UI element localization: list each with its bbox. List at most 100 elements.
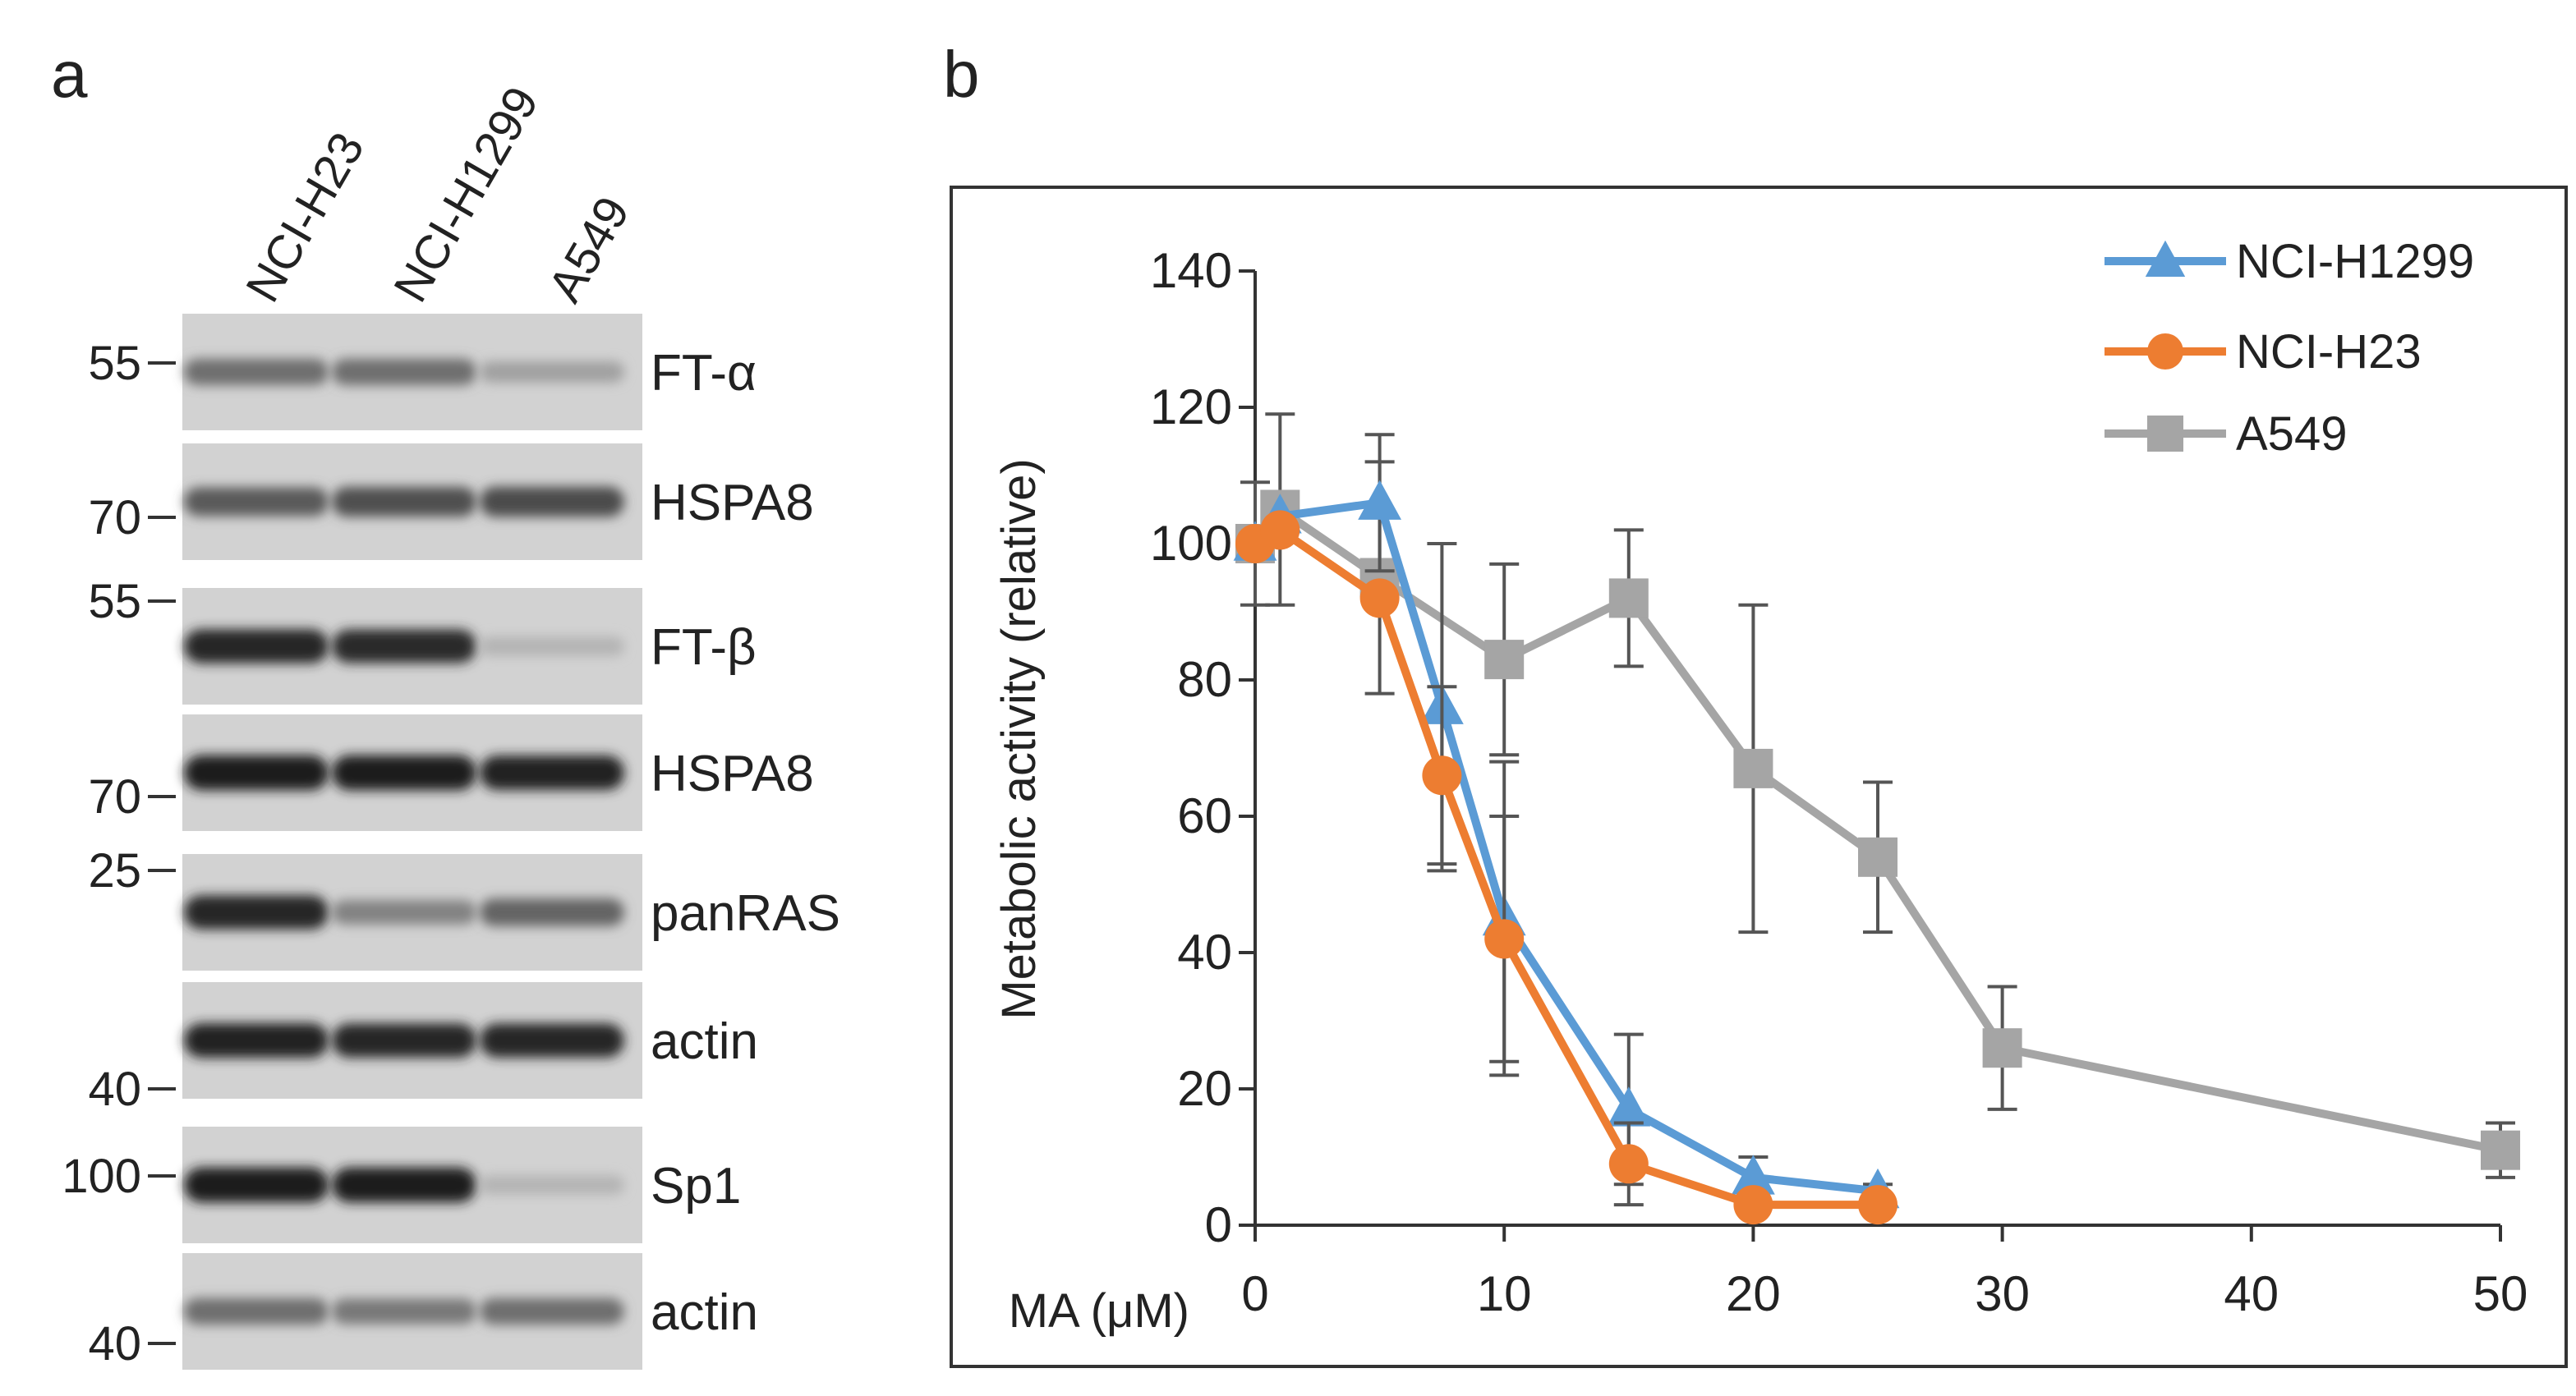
protein-label: HSPA8: [651, 746, 814, 802]
band: [332, 1167, 476, 1203]
chart-axes: 0 20 40 60 80 100 120 140 0 10 20 30 40 50: [1150, 243, 2528, 1321]
x-tick-label: 30: [1975, 1266, 2030, 1321]
band: [480, 898, 624, 926]
protein-label: actin: [651, 1013, 758, 1070]
legend-marker: [2147, 333, 2183, 370]
blot-strip: HSPA8 70: [88, 443, 814, 560]
series-line: [1253, 526, 1878, 1210]
panel-label-a: a: [51, 38, 88, 111]
panel-label-b: b: [943, 38, 980, 111]
marker-label: 40: [88, 1317, 141, 1371]
data-point: [1422, 755, 1462, 796]
protein-label: FT-α: [651, 345, 757, 402]
x-tick-label: 50: [2473, 1266, 2528, 1321]
legend-label: NCI-H23: [2236, 325, 2422, 379]
band: [184, 1023, 329, 1058]
data-point: [1260, 510, 1300, 550]
y-tick-label: 140: [1150, 243, 1232, 298]
legend-label: A549: [2236, 407, 2347, 461]
data-point: [1484, 919, 1525, 959]
band: [332, 900, 476, 925]
blot-strip: panRAS 25: [88, 844, 840, 971]
band: [332, 1023, 476, 1058]
band: [480, 755, 624, 790]
band: [480, 1023, 624, 1058]
protein-label: Sp1: [651, 1158, 741, 1215]
lane-label: A549: [538, 188, 640, 311]
band: [184, 629, 329, 664]
marker-label: 55: [88, 575, 141, 628]
data-point: [1608, 578, 1649, 618]
band: [184, 895, 329, 930]
x-axis-label: MA (μM): [1009, 1284, 1189, 1338]
lane-label: NCI-H23: [236, 124, 375, 311]
blot-strip: FT-β 55: [88, 575, 757, 705]
marker-label: 25: [88, 844, 141, 898]
legend-label: NCI-H1299: [2236, 235, 2474, 288]
band: [332, 755, 476, 791]
band: [480, 486, 624, 517]
blot-strip: FT-α 55: [88, 314, 757, 430]
y-tick-label: 120: [1150, 379, 1232, 434]
band: [184, 1297, 329, 1325]
data-point: [1484, 640, 1525, 680]
protein-label: FT-β: [651, 619, 757, 676]
marker-label: 70: [88, 491, 141, 544]
data-point: [1359, 578, 1400, 618]
marker-label: 55: [88, 337, 141, 390]
y-tick-label: 0: [1205, 1197, 1232, 1252]
data-point: [1732, 1155, 1775, 1195]
band: [332, 1298, 476, 1325]
data-point: [1607, 1086, 1651, 1127]
protein-label: HSPA8: [651, 475, 814, 531]
data-point: [1733, 1185, 1773, 1225]
y-tick-label: 60: [1177, 788, 1232, 843]
y-tick-label: 20: [1177, 1061, 1232, 1116]
band: [480, 1175, 624, 1195]
x-tick-label: 10: [1477, 1266, 1532, 1321]
x-tick-label: 0: [1241, 1266, 1268, 1321]
data-point: [1733, 748, 1773, 788]
legend-marker: [2145, 240, 2186, 277]
band: [184, 1167, 329, 1203]
series-line: [1252, 498, 1879, 1196]
data-point: [1982, 1028, 2022, 1068]
y-tick-label: 80: [1177, 652, 1232, 707]
band: [480, 636, 624, 656]
blot-strip: HSPA8 70: [88, 714, 814, 831]
protein-label: actin: [651, 1284, 758, 1341]
data-point: [1358, 480, 1401, 520]
band: [332, 358, 476, 386]
plot-area: [1233, 412, 2520, 1225]
legend-marker: [2147, 416, 2183, 452]
lane-label: NCI-H1299: [384, 78, 549, 311]
y-tick-label: 40: [1177, 925, 1232, 980]
marker-label: 70: [88, 770, 141, 824]
chart-frame: [950, 186, 2568, 1368]
data-point: [1858, 1185, 1898, 1225]
data-point: [1608, 1144, 1649, 1184]
series-nci-h23: [1235, 510, 1898, 1225]
band: [184, 358, 329, 386]
band: [480, 1297, 624, 1325]
x-tick-label: 40: [2224, 1266, 2279, 1321]
y-axis-label: Metabolic activity (relative): [992, 458, 1046, 1019]
data-point: [1858, 837, 1898, 877]
blot-strip: actin 40: [88, 982, 758, 1116]
series-a549: [1235, 412, 2520, 1179]
band: [332, 629, 476, 664]
data-point: [2481, 1130, 2520, 1170]
legend: NCI-H1299 NCI-H23 A549: [2104, 235, 2474, 461]
marker-label: 100: [62, 1150, 141, 1203]
x-tick-label: 20: [1726, 1266, 1781, 1321]
protein-label: panRAS: [651, 885, 840, 942]
band: [184, 487, 329, 517]
blot-strip: Sp1 100: [62, 1127, 741, 1243]
band: [184, 755, 329, 791]
y-tick-label: 100: [1150, 516, 1232, 571]
band: [332, 486, 476, 517]
band: [480, 361, 624, 383]
marker-label: 40: [88, 1063, 141, 1116]
